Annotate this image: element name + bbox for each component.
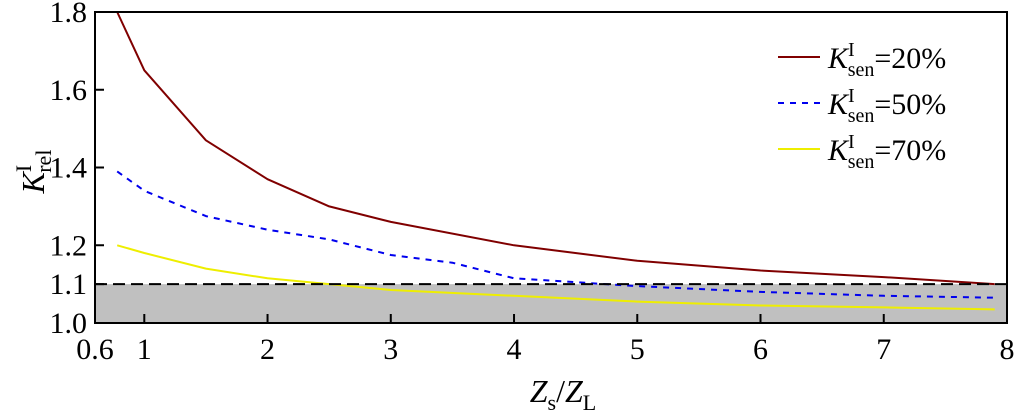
legend-label-value: =70% — [874, 134, 946, 167]
legend-label-sup: I — [848, 85, 855, 107]
series-line-3 — [116, 244, 995, 311]
legend-label-value: =50% — [874, 88, 946, 121]
series-line-1 — [116, 11, 995, 286]
y-tick-label: 1.0 — [50, 307, 88, 340]
x-axis-label: Zs/ZL — [530, 373, 597, 413]
legend-label-sub: sen — [848, 105, 875, 127]
legend: KI sen=20%KI sen=50%KI sen=70% — [778, 39, 946, 173]
legend-label-main: K — [827, 134, 850, 167]
legend-label-value: =20% — [874, 42, 946, 75]
x-tick-label: 5 — [630, 333, 645, 366]
x-tick-label: 4 — [507, 333, 522, 366]
y-axis-label: KIrel — [11, 150, 56, 195]
y-axis-label-sup: I — [11, 165, 36, 172]
legend-label-1: KI sen=20% — [827, 39, 946, 81]
legend-label-sup: I — [848, 39, 855, 61]
y-tick-label: 1.1 — [50, 268, 88, 301]
y-tick-label: 1.6 — [50, 74, 88, 107]
y-axis-label-text: KIrel — [11, 150, 56, 195]
threshold-shaded-region — [95, 284, 1007, 323]
y-tick-label: 1.4 — [50, 152, 88, 185]
x-tick-label: 1 — [137, 333, 152, 366]
legend-label-sup: I — [848, 131, 855, 153]
x-tick-label: 2 — [260, 333, 275, 366]
plot-area — [95, 11, 1007, 323]
legend-label-main: K — [827, 88, 850, 121]
x-axis-label-sub: s — [548, 390, 557, 413]
legend-label-main: K — [827, 42, 850, 75]
legend-label-2: KI sen=50% — [827, 85, 946, 127]
series-line-2 — [116, 170, 995, 299]
x-axis-label-sep: / — [556, 373, 565, 409]
y-axis-label-main: K — [15, 170, 51, 194]
legend-label-3: KI sen=70% — [827, 131, 946, 173]
x-axis-label-main: Z — [530, 373, 549, 409]
y-tick-label: 1.8 — [50, 0, 88, 29]
x-axis-label-sub2: L — [583, 390, 596, 413]
x-tick-label: 6 — [753, 333, 768, 366]
x-tick-label: 0.6 — [76, 333, 114, 366]
y-tick-label: 1.2 — [50, 229, 88, 262]
x-axis-label-main2: Z — [565, 373, 584, 409]
x-tick-label: 8 — [1000, 333, 1015, 366]
legend-label-sub: sen — [848, 151, 875, 173]
x-tick-label: 3 — [383, 333, 398, 366]
legend-label-sub: sen — [848, 59, 875, 81]
x-tick-label: 7 — [876, 333, 891, 366]
y-axis-label-sub: rel — [31, 150, 56, 173]
